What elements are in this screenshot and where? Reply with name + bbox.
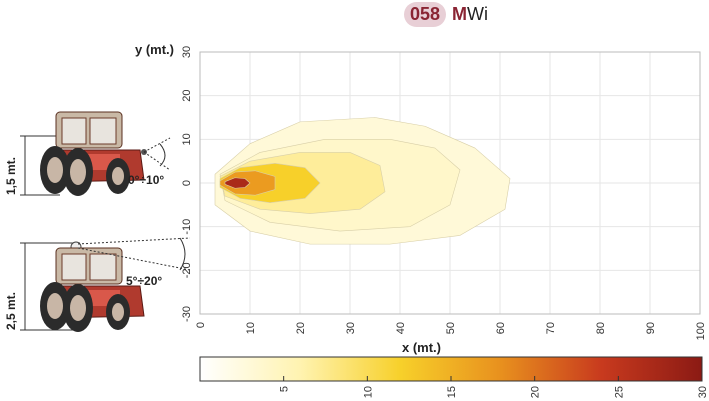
colorbar-tick-label: 30 [697, 386, 709, 398]
x-tick-label: 10 [245, 322, 257, 334]
x-tick-label: 40 [395, 322, 407, 334]
tractor-illustrations [20, 111, 191, 332]
colorbar-tick-label: 20 [530, 386, 542, 398]
colorbar-tick-labels: 5 10 15 20 25 30 [279, 376, 709, 398]
code-suffix-rest: Wi [467, 4, 489, 24]
contour-level-1 [214, 117, 511, 245]
colorbar-tick-label: 10 [362, 386, 374, 398]
colorbar-tick-label: 25 [613, 386, 625, 398]
x-axis-title: x (mt.) [402, 340, 441, 355]
contour-level-2 [219, 139, 461, 232]
x-tick-label: 90 [645, 322, 657, 334]
colorbar [199, 356, 703, 382]
code-suffix-m: M [452, 4, 468, 24]
x-tick-label: 50 [445, 322, 457, 334]
colorbar-tick-label: 5 [279, 386, 291, 392]
contour-level-10 [219, 163, 321, 203]
x-tick-label: 60 [495, 322, 507, 334]
tractor-1-angle-label: 0°÷10° [128, 173, 165, 187]
code-suffix: MWi [452, 4, 488, 25]
contour-level-25 [224, 177, 251, 189]
tractor-1-illustration [20, 111, 171, 196]
x-tick-label: 30 [345, 322, 357, 334]
tractor-2-illustration [20, 237, 191, 332]
tractor-1-height-label: 1,5 mt. [4, 156, 18, 195]
code-badge: 058 [404, 2, 447, 27]
contour-layers [214, 117, 511, 245]
plot-frame [199, 51, 701, 315]
x-tick-label: 80 [595, 322, 607, 334]
tractor-2-height-label: 2,5 mt. [4, 291, 18, 330]
y-axis-title: y (mt.) [135, 42, 174, 57]
x-tick-label: 70 [545, 322, 557, 334]
x-tick-label: 20 [295, 322, 307, 334]
tractor-2-angle-label: 5°÷20° [126, 274, 163, 288]
contour-level-15 [219, 170, 276, 196]
plot-grid [199, 51, 701, 315]
colorbar-tick-label: 15 [446, 386, 458, 398]
x-tick-labels: 0 10 20 30 40 50 60 70 80 90 100 [195, 322, 707, 340]
diagram-code: 058 MWi [404, 2, 488, 27]
contour-level-5 [219, 152, 386, 214]
x-tick-label: 100 [695, 322, 707, 340]
